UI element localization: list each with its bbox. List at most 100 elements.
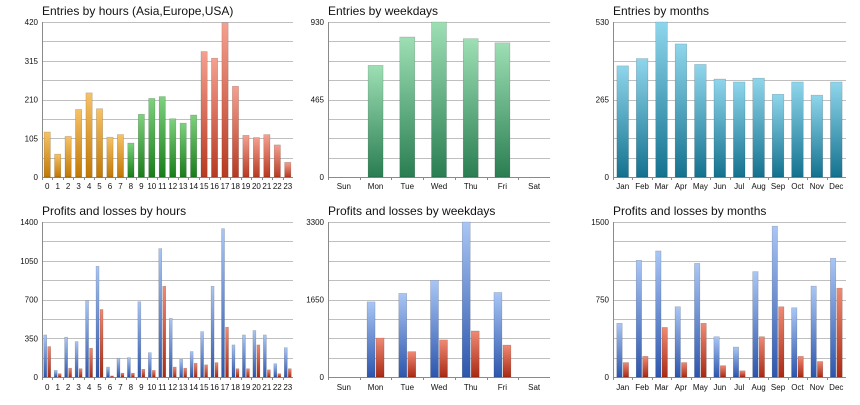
x-tick-label: Feb xyxy=(635,182,649,191)
chart-title: Entries by hours (Asia,Europe,USA) xyxy=(42,4,233,18)
bar-9 xyxy=(137,114,145,178)
x-tick-label: Jan xyxy=(616,383,629,392)
bar-Wed xyxy=(431,21,447,178)
x-tick-label: 21 xyxy=(262,182,271,191)
profit-bar-Nov xyxy=(810,285,817,378)
bar-Aug xyxy=(752,77,765,178)
x-tick-label: Apr xyxy=(675,383,688,392)
bar-10 xyxy=(148,98,156,178)
chart-title: Entries by weekdays xyxy=(328,4,438,18)
x-tick-label: Tue xyxy=(401,383,415,392)
x-tick-label: 7 xyxy=(118,383,123,392)
x-tick-label: 0 xyxy=(45,383,50,392)
loss-bar-Apr xyxy=(681,362,688,378)
x-tick-label: 5 xyxy=(97,182,102,191)
x-tick-label: 2 xyxy=(66,182,71,191)
x-tick-label: 18 xyxy=(231,182,240,191)
chart-panel-0: Entries by hours (Asia,Europe,USA)010521… xyxy=(25,4,293,191)
x-tick-label: 4 xyxy=(87,182,92,191)
y-tick-label: 0 xyxy=(34,373,39,382)
y-tick-label: 315 xyxy=(25,57,39,66)
profit-bar-22 xyxy=(273,363,278,378)
y-tick-label: 3300 xyxy=(306,218,324,227)
x-tick-label: Dec xyxy=(829,182,843,191)
profit-bar-16 xyxy=(210,285,215,378)
loss-bar-Jun xyxy=(720,365,726,378)
loss-bar-7 xyxy=(120,372,125,378)
loss-bar-Jan xyxy=(622,362,629,378)
profit-bar-9 xyxy=(137,301,142,378)
profit-bar-Oct xyxy=(791,307,798,378)
x-tick-label: 3 xyxy=(76,383,81,392)
y-tick-label: 0 xyxy=(605,173,610,182)
x-tick-label: 7 xyxy=(118,182,123,191)
loss-bar-20 xyxy=(256,344,261,378)
loss-bar-15 xyxy=(204,364,208,378)
x-tick-label: 19 xyxy=(241,182,250,191)
x-tick-label: 16 xyxy=(210,182,219,191)
loss-bar-Mar xyxy=(661,327,668,378)
loss-bar-23 xyxy=(288,368,292,378)
y-tick-label: 0 xyxy=(320,373,325,382)
x-tick-label: Mon xyxy=(368,182,384,191)
y-tick-label: 105 xyxy=(25,134,39,143)
loss-bar-12 xyxy=(172,366,177,378)
y-tick-label: 350 xyxy=(25,334,39,343)
profit-bar-Feb xyxy=(635,259,642,378)
x-tick-label: May xyxy=(693,383,708,392)
x-tick-label: 22 xyxy=(273,182,282,191)
loss-bar-Thu xyxy=(470,330,480,378)
bar-Jul xyxy=(733,81,746,178)
x-tick-label: 18 xyxy=(231,383,240,392)
x-tick-label: 12 xyxy=(168,182,177,191)
bar-3 xyxy=(75,109,82,178)
x-tick-label: 1 xyxy=(55,383,60,392)
bar-6 xyxy=(106,136,114,178)
chart-panel-4: Profits and losses by weekdays 0 1650 3300 S… xyxy=(306,204,550,392)
loss-bar-18 xyxy=(235,368,240,378)
bar-Feb xyxy=(636,58,649,178)
loss-bar-21 xyxy=(267,369,271,378)
loss-bar-Sep xyxy=(778,306,785,378)
bar-Mar xyxy=(655,21,668,178)
x-tick-label: Jun xyxy=(713,383,726,392)
x-tick-label: Mar xyxy=(655,182,669,191)
bar-2 xyxy=(64,136,72,178)
profit-bar-Thu xyxy=(461,221,471,378)
x-tick-label: 13 xyxy=(179,383,188,392)
x-tick-label: Jul xyxy=(734,182,744,191)
profit-bar-May xyxy=(694,263,701,378)
bar-Apr xyxy=(674,43,688,178)
profit-bar-12 xyxy=(168,318,173,378)
bar-Thu xyxy=(462,38,479,178)
profit-bar-Wed xyxy=(430,279,439,378)
profit-bar-8 xyxy=(127,357,131,378)
x-tick-label: 14 xyxy=(189,182,198,191)
chart-title: Profits and losses by hours xyxy=(42,204,186,218)
bar-17 xyxy=(221,22,229,178)
loss-bar-19 xyxy=(246,368,250,378)
x-tick-label: Thu xyxy=(464,383,478,392)
loss-bar-Dec xyxy=(836,287,843,378)
loss-bar-4 xyxy=(89,347,93,378)
x-tick-label: 10 xyxy=(147,182,156,191)
profit-bar-Mar xyxy=(655,250,662,378)
y-tick-label: 0 xyxy=(34,173,39,182)
x-tick-label: Jan xyxy=(616,182,629,191)
profit-bar-14 xyxy=(189,351,194,378)
x-tick-label: 6 xyxy=(108,182,113,191)
x-tick-label: Dec xyxy=(829,383,843,392)
y-tick-label: 1400 xyxy=(20,218,38,227)
x-tick-label: 2 xyxy=(66,383,71,392)
profit-bar-4 xyxy=(85,300,89,378)
profit-bar-6 xyxy=(106,366,110,378)
x-tick-label: Tue xyxy=(401,182,415,191)
x-tick-label: Apr xyxy=(675,182,688,191)
profit-bar-Mon xyxy=(366,301,376,378)
x-tick-label: 20 xyxy=(252,182,261,191)
y-tick-label: 1650 xyxy=(306,296,324,305)
y-tick-label: 1050 xyxy=(20,257,38,266)
x-tick-label: 13 xyxy=(179,182,188,191)
x-tick-label: 4 xyxy=(87,383,92,392)
loss-bar-3 xyxy=(78,368,83,378)
